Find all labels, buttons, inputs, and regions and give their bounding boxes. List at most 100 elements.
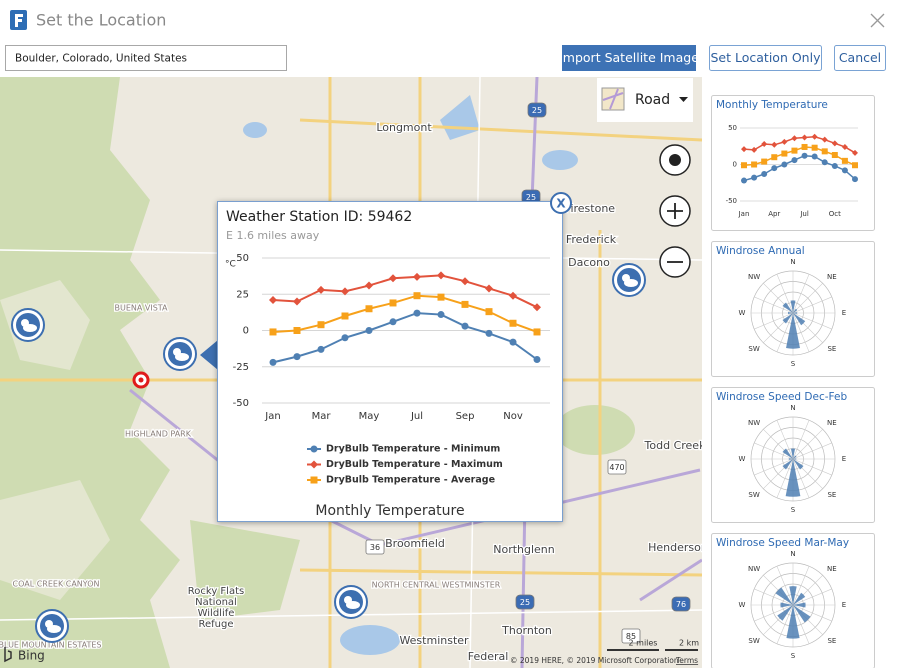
windrose-spoke <box>754 442 794 460</box>
y-tick-label: 25 <box>236 289 249 300</box>
windrose-direction: N <box>790 258 795 266</box>
road-shield <box>671 596 691 612</box>
windrose-spoke <box>792 442 832 460</box>
windrose-petal <box>782 448 793 459</box>
weather-popup: Weather Station ID: 59462 E 1.6 miles awa… <box>200 192 572 522</box>
thumbnail-point <box>771 141 778 148</box>
data-point <box>317 285 325 294</box>
thumbnail-point <box>801 143 808 150</box>
thumbnail-point <box>801 134 808 141</box>
windrose-direction: SE <box>827 491 836 499</box>
app-icon-glyph <box>15 14 23 27</box>
thumbnail-point <box>821 148 828 155</box>
windrose-petal <box>793 592 806 605</box>
x-tick-label: Sep <box>456 411 475 422</box>
weather-station-marker[interactable] <box>35 609 69 643</box>
windrose-petal <box>793 312 798 314</box>
weather-station-marker[interactable] <box>163 337 197 371</box>
data-point <box>485 308 493 316</box>
map-style-dropdown[interactable]: Road <box>597 78 693 122</box>
windrose-direction: SW <box>748 345 759 353</box>
windrose-spoke <box>776 604 794 644</box>
windrose-spoke <box>792 312 810 352</box>
x-tick-label: Jan <box>738 210 750 218</box>
search-box[interactable]: Boulder, Colorado, United States <box>5 45 287 71</box>
thumbnail-point <box>741 162 747 169</box>
cancel-button[interactable]: Cancel <box>834 45 886 71</box>
set-location-button[interactable]: Set Location Only <box>709 45 822 71</box>
windrose-petal <box>777 605 793 621</box>
data-point <box>389 318 397 326</box>
data-point <box>413 272 421 281</box>
terms-link[interactable]: Terms <box>675 656 698 665</box>
import-button[interactable]: Import Satellite Image <box>559 45 699 71</box>
windrose-direction: E <box>842 455 846 463</box>
dropdown-label: Road <box>635 92 670 108</box>
weather-station-marker[interactable] <box>334 585 368 619</box>
search-text: Boulder, Colorado, United States <box>15 53 187 65</box>
popup-distance: E 1.6 miles away <box>226 229 320 242</box>
legend-label: DryBulb Temperature - Maximum <box>326 459 503 470</box>
thumbnail-point <box>751 174 758 181</box>
windrose-petal <box>775 587 793 605</box>
map[interactable]: Longmont Firestone Frederick Dacono BUENA VI… <box>0 77 708 668</box>
locate-button[interactable] <box>659 144 691 176</box>
road-shield-label: 85 <box>626 632 636 641</box>
thumbnail-point <box>821 159 828 166</box>
data-point <box>533 303 541 312</box>
data-point <box>389 274 397 283</box>
sidebar-panel[interactable] <box>711 95 875 231</box>
windrose-direction: SE <box>827 637 836 645</box>
map-brand: Bing <box>18 649 45 663</box>
weather-station-marker[interactable] <box>11 308 45 342</box>
data-point <box>437 293 445 301</box>
control-glyph <box>667 203 683 219</box>
zoom-out-button[interactable] <box>659 246 691 278</box>
windrose-spoke <box>754 312 794 330</box>
thumbnail-point <box>811 153 818 160</box>
thumbnail-point <box>852 176 858 183</box>
data-point <box>413 292 421 300</box>
popup-close[interactable]: X <box>550 192 572 214</box>
dialog-title: Set the Location <box>36 11 166 30</box>
windrose-spoke <box>776 274 794 314</box>
road-shield-label: 25 <box>520 598 530 607</box>
dropdown-icon-road <box>602 88 624 110</box>
data-point <box>461 277 469 286</box>
map-place-label: Northglenn <box>493 543 555 556</box>
thumbnail-point <box>761 141 768 148</box>
windrose-petal <box>782 459 793 470</box>
legend-marker <box>310 460 318 469</box>
data-point <box>533 356 541 363</box>
windrose-direction: NE <box>827 273 837 281</box>
windrose-direction: NE <box>827 419 837 427</box>
scale-label: 2 miles <box>629 639 658 648</box>
windrose-spoke <box>776 312 794 352</box>
thumbnail-point <box>791 147 798 154</box>
windrose-direction: S <box>791 360 796 368</box>
data-point <box>293 327 301 334</box>
panel-title: Windrose Annual <box>716 245 805 257</box>
windrose-petal <box>789 586 797 605</box>
chart-title: Monthly Temperature <box>315 503 464 519</box>
windrose-petal <box>785 459 801 497</box>
data-point <box>365 305 373 313</box>
x-tick-label: Jul <box>799 210 809 218</box>
button-label: Cancel <box>839 50 881 65</box>
close-circle <box>550 192 572 214</box>
data-point <box>509 338 517 346</box>
windrose-direction: W <box>739 455 746 463</box>
marker-cloud <box>346 601 360 609</box>
location-pin-center <box>138 377 144 383</box>
data-point <box>461 322 469 330</box>
thumbnail-point <box>811 144 818 151</box>
windrose-petal <box>793 458 797 460</box>
map-place-label: Dacono <box>568 256 610 269</box>
windrose-direction: SW <box>748 491 759 499</box>
thumbnail-point <box>741 177 747 184</box>
thumbnail-point <box>751 161 758 168</box>
zoom-in-button[interactable] <box>659 195 691 227</box>
close-button[interactable] <box>870 13 885 28</box>
weather-station-marker[interactable] <box>612 263 646 297</box>
map-place-label: Broomfield <box>385 537 445 550</box>
